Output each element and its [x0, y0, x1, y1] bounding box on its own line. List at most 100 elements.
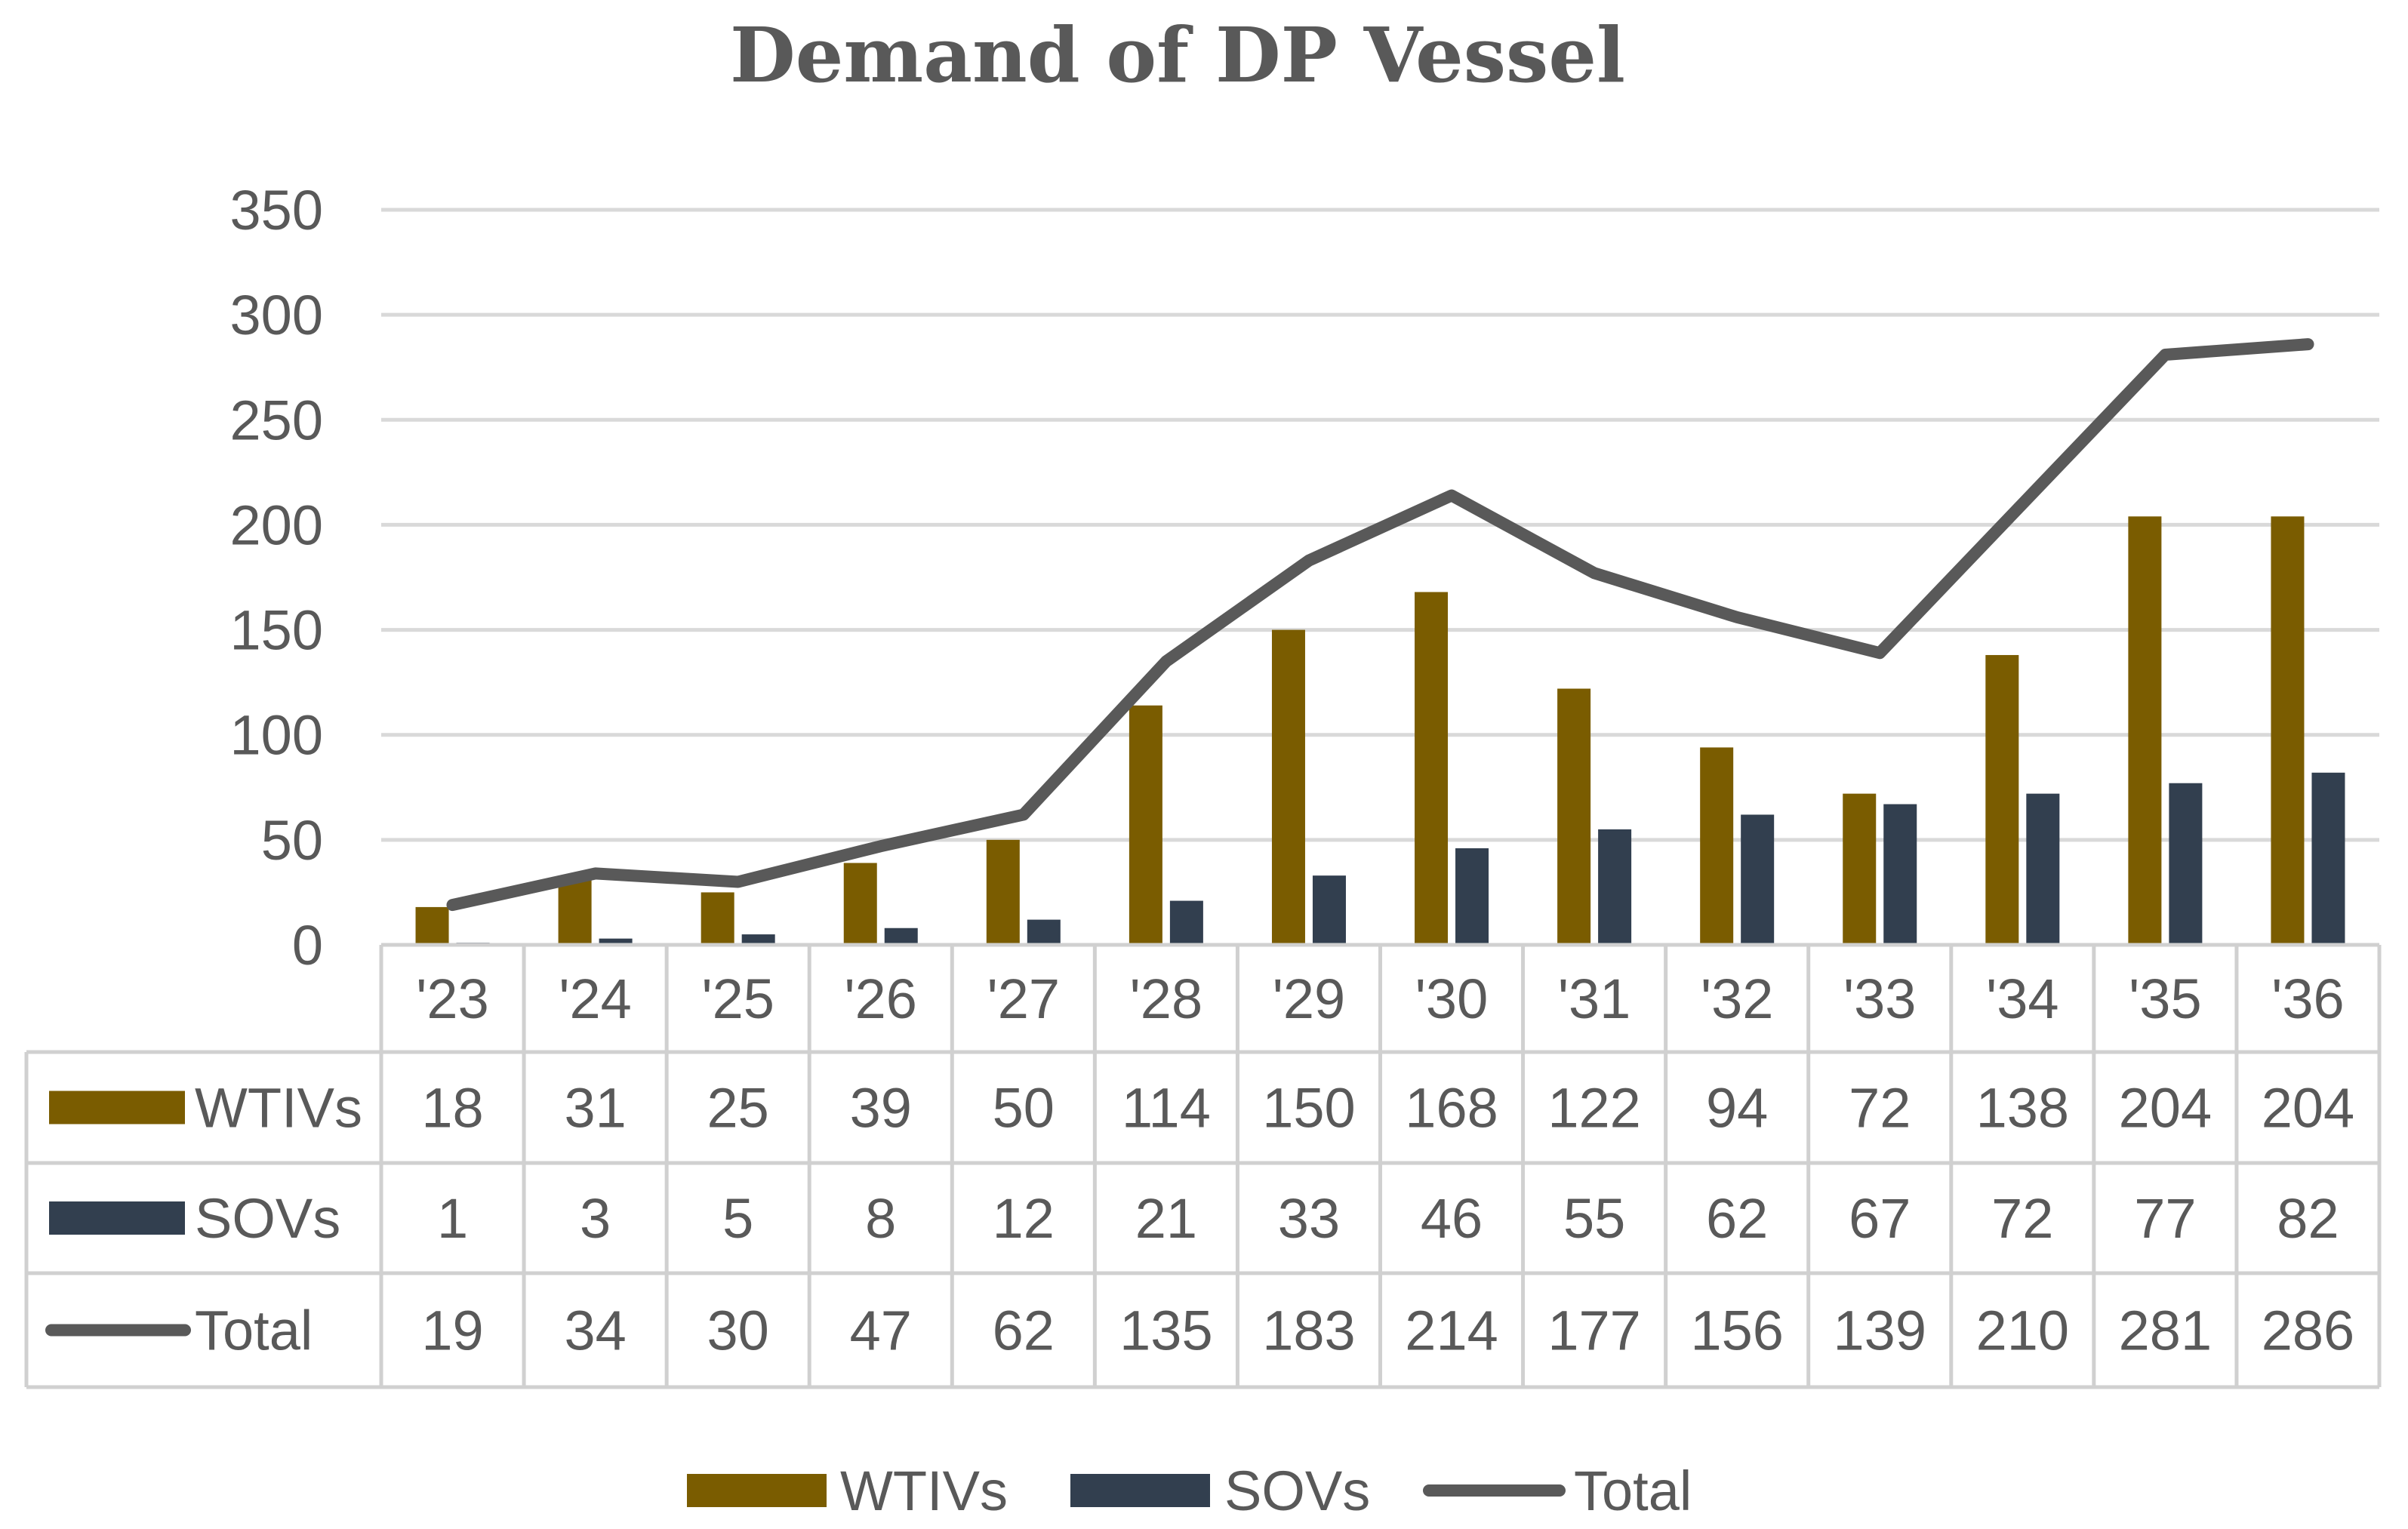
bar-sovs	[741, 934, 775, 945]
y-tick-label: 100	[230, 704, 323, 767]
data-cell: 30	[707, 1300, 769, 1362]
data-cell: 19	[421, 1300, 483, 1362]
data-cell: 204	[2119, 1077, 2212, 1140]
y-tick-label: 200	[230, 494, 323, 556]
bar-sovs	[884, 928, 918, 945]
bar-wtivs	[1415, 592, 1449, 945]
data-cell: 62	[993, 1300, 1055, 1362]
data-cell: 3	[580, 1187, 611, 1250]
data-cell: 25	[707, 1077, 769, 1140]
bar-sovs	[2026, 793, 2060, 945]
data-cell: 72	[1849, 1077, 1911, 1140]
data-cell: 62	[1706, 1187, 1768, 1250]
data-cell: 34	[564, 1300, 626, 1362]
category-label: '33	[1843, 968, 1916, 1030]
category-label: '24	[559, 968, 631, 1030]
data-cell: 122	[1547, 1077, 1640, 1140]
data-cell: 33	[1278, 1187, 1340, 1250]
category-label: '26	[845, 968, 917, 1030]
bar-wtivs	[1271, 629, 1305, 945]
category-label: '34	[1986, 968, 2059, 1030]
bar-wtivs	[1129, 705, 1162, 945]
row-label: SOVs	[195, 1187, 340, 1250]
bars	[415, 516, 2345, 945]
bar-wtivs	[2128, 516, 2162, 945]
data-cell: 135	[1119, 1300, 1212, 1362]
bar-sovs	[2311, 772, 2345, 945]
bar-sovs	[1027, 919, 1061, 945]
bar-wtivs	[415, 906, 449, 945]
y-tick-label: 250	[230, 389, 323, 451]
category-label: '28	[1130, 968, 1202, 1030]
legend: WTIVs SOVs Total	[687, 1460, 1692, 1522]
bar-sovs	[1741, 814, 1775, 945]
legend-key-sovs	[1070, 1474, 1210, 1507]
legend-label: Total	[1574, 1460, 1692, 1522]
data-cell: 214	[1405, 1300, 1498, 1362]
bar-wtivs	[1843, 793, 1877, 945]
data-cell: 21	[1135, 1187, 1197, 1250]
bar-wtivs	[558, 879, 592, 945]
data-cell: 204	[2262, 1077, 2354, 1140]
data-cell: 82	[2277, 1187, 2339, 1250]
total-line	[446, 338, 2314, 912]
total-line-series	[446, 338, 2314, 912]
bar-wtivs	[843, 863, 877, 945]
table-key-sovs	[49, 1201, 185, 1235]
category-label: '23	[416, 968, 488, 1030]
legend-label: WTIVs	[840, 1460, 1008, 1522]
data-cell: 156	[1690, 1300, 1783, 1362]
data-cell: 168	[1405, 1077, 1498, 1140]
data-table: '23 '24 '25 '26 '27 '28 '29 '30 '31 '32 '33 '34 '35 '…	[24, 943, 2382, 1389]
bar-sovs	[1169, 900, 1203, 945]
category-label: '31	[1558, 968, 1630, 1030]
data-cell: 31	[564, 1077, 626, 1140]
bar-sovs	[1455, 848, 1489, 945]
data-cell: 138	[1976, 1077, 2069, 1140]
data-cell: 72	[1991, 1187, 2053, 1250]
bar-wtivs	[2271, 516, 2305, 945]
data-cell: 94	[1706, 1077, 1768, 1140]
chart-title: Demand of DP Vessel	[730, 11, 1625, 100]
bar-sovs	[1312, 875, 1346, 945]
table-key-wtivs	[49, 1091, 185, 1124]
bar-wtivs	[1700, 747, 1734, 945]
data-cell: 281	[2119, 1300, 2212, 1362]
data-cell: 50	[993, 1077, 1055, 1140]
data-cell: 139	[1834, 1300, 1926, 1362]
data-cell: 5	[722, 1187, 753, 1250]
category-label: '35	[2129, 968, 2201, 1030]
data-cell: 39	[850, 1077, 912, 1140]
data-cell: 1	[437, 1187, 468, 1250]
data-cell: 46	[1421, 1187, 1483, 1250]
y-tick-label: 150	[230, 599, 323, 662]
y-tick-label: 50	[261, 809, 323, 872]
data-cell: 12	[993, 1187, 1055, 1250]
bar-sovs	[1883, 804, 1917, 945]
bar-sovs	[2169, 783, 2203, 945]
y-tick-label: 300	[230, 284, 323, 346]
y-axis-ticks: 0 50 100 150 200 250 300 350	[230, 179, 323, 977]
category-label: '30	[1415, 968, 1488, 1030]
bar-sovs	[599, 938, 633, 945]
category-label: '25	[701, 968, 774, 1030]
data-cell: 55	[1563, 1187, 1625, 1250]
y-tick-label: 350	[230, 179, 323, 242]
data-cell: 8	[865, 1187, 896, 1250]
y-tick-label: 0	[292, 914, 323, 977]
legend-key-wtivs	[687, 1474, 827, 1507]
legend-label: SOVs	[1224, 1460, 1370, 1522]
category-label: '36	[2271, 968, 2344, 1030]
category-label: '27	[987, 968, 1060, 1030]
row-label: WTIVs	[195, 1077, 362, 1140]
data-cell: 47	[850, 1300, 912, 1362]
data-cell: 77	[2134, 1187, 2196, 1250]
data-cell: 114	[1122, 1077, 1211, 1140]
data-cell: 67	[1849, 1187, 1911, 1250]
bar-wtivs	[986, 839, 1020, 945]
bar-wtivs	[1557, 688, 1591, 945]
category-label: '29	[1273, 968, 1345, 1030]
data-cell: 18	[421, 1077, 483, 1140]
category-label: '32	[1701, 968, 1773, 1030]
